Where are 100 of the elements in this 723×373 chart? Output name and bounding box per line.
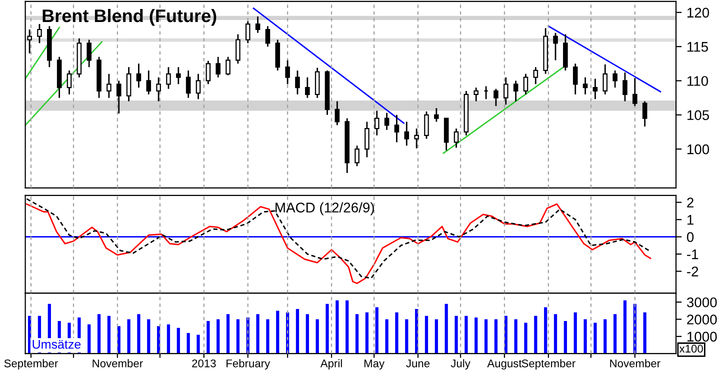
candlestick bbox=[374, 110, 380, 136]
candlestick bbox=[146, 70, 152, 96]
x-tick-label: June bbox=[406, 360, 430, 368]
bar bbox=[405, 319, 408, 354]
candlestick bbox=[513, 80, 518, 102]
bar bbox=[296, 308, 300, 354]
x-tick-label: 2013 bbox=[192, 359, 216, 368]
candlestick bbox=[553, 32, 558, 61]
candlestick bbox=[216, 56, 221, 78]
candlestick bbox=[523, 73, 528, 96]
candlestick bbox=[364, 121, 370, 158]
candlestick bbox=[622, 72, 628, 102]
candlestick bbox=[582, 76, 588, 96]
candlestick bbox=[474, 86, 479, 102]
bar bbox=[236, 319, 240, 354]
candlestick bbox=[265, 25, 270, 48]
bar bbox=[256, 314, 260, 354]
bar bbox=[326, 304, 329, 354]
candlestick bbox=[612, 70, 618, 88]
bar bbox=[365, 312, 369, 354]
x-tick-label: November bbox=[610, 359, 660, 368]
bar bbox=[306, 314, 309, 354]
bar bbox=[127, 319, 130, 354]
bar bbox=[494, 319, 498, 354]
bar bbox=[544, 307, 548, 354]
candlestick bbox=[285, 60, 290, 85]
bar bbox=[613, 314, 617, 354]
candlestick bbox=[642, 100, 648, 128]
x-tick-label: September bbox=[522, 359, 576, 370]
x-tick-label: April bbox=[320, 359, 342, 370]
candlestick bbox=[384, 112, 390, 131]
bar bbox=[216, 319, 220, 354]
bar bbox=[316, 319, 319, 354]
candlestick bbox=[632, 77, 638, 107]
candlestick bbox=[66, 70, 72, 96]
bar bbox=[434, 319, 438, 354]
bar bbox=[226, 314, 230, 354]
bar bbox=[534, 316, 538, 354]
bar bbox=[474, 318, 478, 354]
bar bbox=[97, 314, 101, 354]
x-tick-label: August bbox=[487, 360, 522, 370]
x-tick-label: November bbox=[92, 359, 143, 368]
bar bbox=[514, 319, 518, 354]
candlestick bbox=[166, 66, 171, 90]
candlestick bbox=[156, 76, 161, 102]
chart-title: MACD (12/26/9) bbox=[276, 202, 374, 216]
candlestick bbox=[136, 62, 142, 88]
bar bbox=[574, 312, 577, 354]
candlestick bbox=[126, 66, 132, 102]
y-tick-label: 115 bbox=[687, 42, 708, 52]
y-tick-label: 100 bbox=[687, 144, 710, 154]
candlestick bbox=[602, 64, 608, 96]
candlestick bbox=[394, 114, 400, 143]
bar bbox=[176, 328, 180, 354]
candlestick bbox=[563, 34, 568, 72]
candlestick bbox=[503, 76, 508, 106]
bar bbox=[594, 322, 597, 354]
candlestick bbox=[255, 16, 260, 34]
y-tick-label: 2 bbox=[687, 198, 694, 208]
candlestick bbox=[196, 73, 201, 100]
candlestick bbox=[533, 66, 538, 85]
y-tick-label: 105 bbox=[687, 110, 710, 120]
y-tick-label: 1 bbox=[687, 215, 694, 225]
bar bbox=[584, 319, 587, 354]
candlestick bbox=[444, 118, 449, 152]
bar bbox=[604, 319, 607, 354]
candlestick bbox=[354, 144, 360, 167]
y-tick-label: 3000 bbox=[686, 297, 717, 308]
candlestick bbox=[275, 39, 280, 72]
candlestick bbox=[116, 80, 122, 114]
y-tick-label: 0 bbox=[686, 232, 694, 242]
candlestick bbox=[236, 34, 240, 64]
bar bbox=[355, 314, 359, 354]
bar bbox=[266, 319, 270, 354]
bar bbox=[346, 300, 349, 354]
bar bbox=[524, 322, 528, 354]
x-tick-label: July bbox=[450, 359, 470, 370]
bar bbox=[385, 319, 388, 354]
candlestick bbox=[226, 56, 230, 76]
bar bbox=[564, 320, 567, 354]
bar bbox=[454, 316, 458, 354]
bar bbox=[186, 333, 190, 354]
y-tick-label: 1000 bbox=[687, 332, 717, 342]
bar bbox=[395, 312, 398, 354]
y-tick-label: 120 bbox=[687, 8, 710, 18]
bar bbox=[424, 316, 428, 354]
bar bbox=[107, 316, 111, 354]
candlestick bbox=[314, 67, 320, 99]
x-tick-label: May bbox=[364, 360, 385, 370]
candlestick bbox=[305, 76, 310, 99]
candlestick bbox=[37, 23, 42, 44]
candlestick bbox=[572, 62, 578, 96]
bar bbox=[484, 319, 488, 354]
bar bbox=[88, 324, 91, 354]
chart-title: Brent Blend (Future) bbox=[42, 8, 216, 26]
candlestick bbox=[404, 121, 410, 146]
bar bbox=[643, 312, 646, 354]
candlestick bbox=[334, 100, 340, 126]
candlestick bbox=[86, 39, 92, 68]
bar bbox=[137, 314, 140, 354]
